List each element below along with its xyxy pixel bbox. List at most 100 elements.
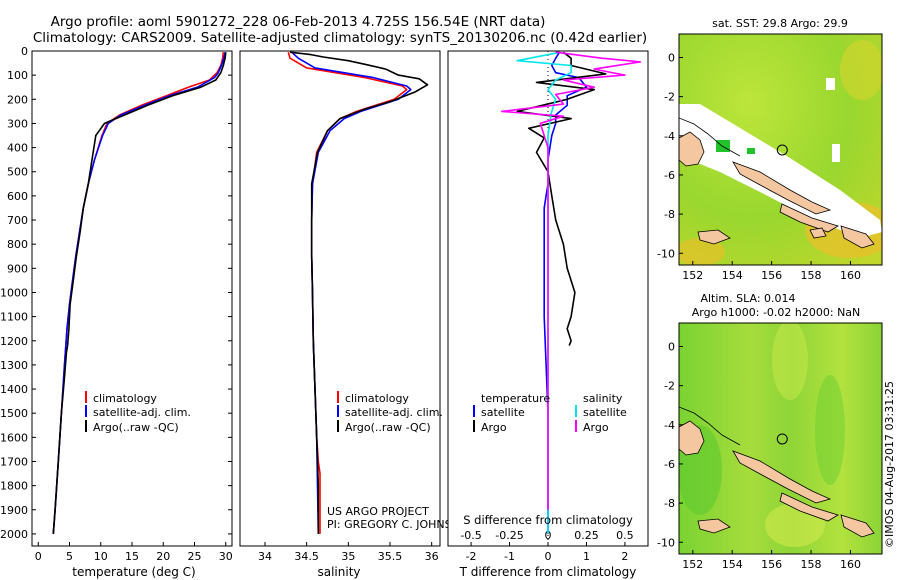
legend-label-satellite: satellite-adj. clim. [93,406,191,419]
depth-tick-label: 500 [7,166,28,179]
x2-tick-label: -0.25 [495,529,523,542]
salinity-series [287,51,429,534]
x2-tick-label: -0.5 [460,529,481,542]
credit-project: US ARGO PROJECT [327,505,429,518]
x2-tick-label: 0.5 [616,529,634,542]
x-tick-label: 25 [188,550,202,563]
lat-tick-label: -2 [664,91,675,104]
depth-axis: 0 100 200 300 400 500 600 700 800 900 1000 1100 1200… [0,45,232,541]
depth-tick-label: 600 [7,190,28,203]
x-tick-label: 1 [583,550,590,563]
depth-tick-label: 1400 [0,383,28,396]
sst-cold-pixel [716,140,730,152]
lat-tick-label: -4 [664,130,675,143]
x-tick-label: -1 [504,550,515,563]
sst-map-axes: 152 154 156 158 160 0 -2 -4 -6 -8 -10 [657,51,861,282]
x-tick-label: 34.5 [294,550,319,563]
x2-tick-label: 0 [545,529,552,542]
island-land [840,225,875,249]
x-tick-label: 30 [219,550,233,563]
salinity-axes-frame [239,50,441,547]
credit-pi: PI: GREGORY C. JOHNSON [327,518,468,531]
temperature-axes-frame [31,50,233,547]
difference-series [500,51,642,534]
island-land [809,227,827,239]
depth-tick-label: 1200 [0,335,28,348]
depth-tick-label: 700 [7,214,28,227]
sst-cloud-mask [826,78,835,90]
timestamp-stamp: ©IMOS 04-Aug-2017 03:31:25 [883,381,896,548]
x-tick-label: 35.5 [378,550,403,563]
legend-label-argo: Argo(..raw -QC) [345,421,431,434]
lon-tick-label: 152 [682,558,703,571]
sst-map-title: sat. SST: 29.8 Argo: 29.9 [712,17,848,30]
lon-tick-label: 158 [801,558,822,571]
x-tick-label: 20 [156,550,170,563]
lon-tick-label: 160 [840,269,861,282]
coastline [679,406,741,446]
salinity-legend: climatology satellite-adj. clim. Argo(..… [337,391,443,434]
temperature-series [52,52,227,534]
difference-x-axis: -2 -1 0 1 2 -0.5 -0.25 0 0.25 0.5 [460,529,633,563]
sla-low-patch [815,375,845,485]
sst-cloud-mask [679,104,882,238]
lat-tick-label: 0 [668,340,675,353]
lat-tick-label: -6 [664,458,675,471]
x-tick-label: 0 [545,550,552,563]
argo-position-marker [776,144,788,156]
island-land [679,131,705,167]
difference-x2-label: S difference from climatology [463,513,633,527]
depth-tick-label: 300 [7,117,28,130]
sst-map-panel: sat. SST: 29.8 Argo: 29.9 152 154 156 158 16… [657,17,883,282]
depth-tick-label: 1700 [0,455,28,468]
difference-panel: -2 -1 0 1 2 -0.5 -0.25 0 0.25 0.5 temperature sat… [447,50,649,579]
depth-tick-label: 1800 [0,480,28,493]
x2-tick-label: 0.25 [574,529,599,542]
x-tick-label: 36 [425,550,439,563]
depth-tick-label: 0 [21,45,28,58]
island-land [779,492,839,522]
island-land [840,514,875,538]
depth-tick-label: 900 [7,262,28,275]
depth-tick-label: 1600 [0,431,28,444]
island-land [697,518,731,534]
lon-tick-label: 154 [722,558,743,571]
legend-label-climatology: climatology [93,392,157,405]
depth-tick-label: 1300 [0,359,28,372]
salinity-x-axis: 34 34.5 35 35.5 36 [258,542,439,563]
lon-tick-label: 154 [722,269,743,282]
legend-title-salinity: salinity [583,392,623,405]
x-tick-label: 0 [35,550,42,563]
depth-tick-label: 1100 [0,311,28,324]
series-line-temperature-argo [516,51,607,346]
series-line-satellite-adj-clim- [52,52,226,534]
lon-tick-label: 152 [682,269,703,282]
depth-tick-label: 1500 [0,407,28,420]
lat-tick-label: -8 [664,208,675,221]
lat-tick-label: -6 [664,169,675,182]
sla-map-panel: Altim. SLA: 0.014 Argo h1000: -0.02 h200… [657,292,883,571]
x-tick-label: 5 [66,550,73,563]
header-line1: Argo profile: aoml 5901272_228 06-Feb-20… [51,14,546,30]
depth-tick-label: 2000 [0,528,28,541]
lon-tick-label: 156 [761,269,782,282]
legend-label-temp-satellite: satellite [481,406,525,419]
depth-tick-label: 1000 [0,286,28,299]
sst-cloud-mask [832,144,840,162]
temperature-legend: climatology satellite-adj. clim. Argo(..… [85,391,191,434]
island-land [732,161,832,215]
lat-tick-label: -8 [664,497,675,510]
sla-map-title-1: Altim. SLA: 0.014 [700,292,795,305]
lon-tick-label: 160 [840,558,861,571]
salinity-panel: 34 34.5 35 35.5 36 climatology satellite-adj… [239,50,468,579]
sst-warm-patch [840,40,882,100]
coastline [679,117,741,157]
header-line2: Climatology: CARS2009. Satellite-adjuste… [33,30,647,46]
depth-tick-label: 100 [7,69,28,82]
lat-tick-label: -2 [664,380,675,393]
series-line-salinity-argo [500,51,642,510]
legend-label-satellite: satellite-adj. clim. [345,406,443,419]
x-tick-label: 35 [341,550,355,563]
difference-legend: temperature satellite Argo salinity sate… [473,392,627,434]
